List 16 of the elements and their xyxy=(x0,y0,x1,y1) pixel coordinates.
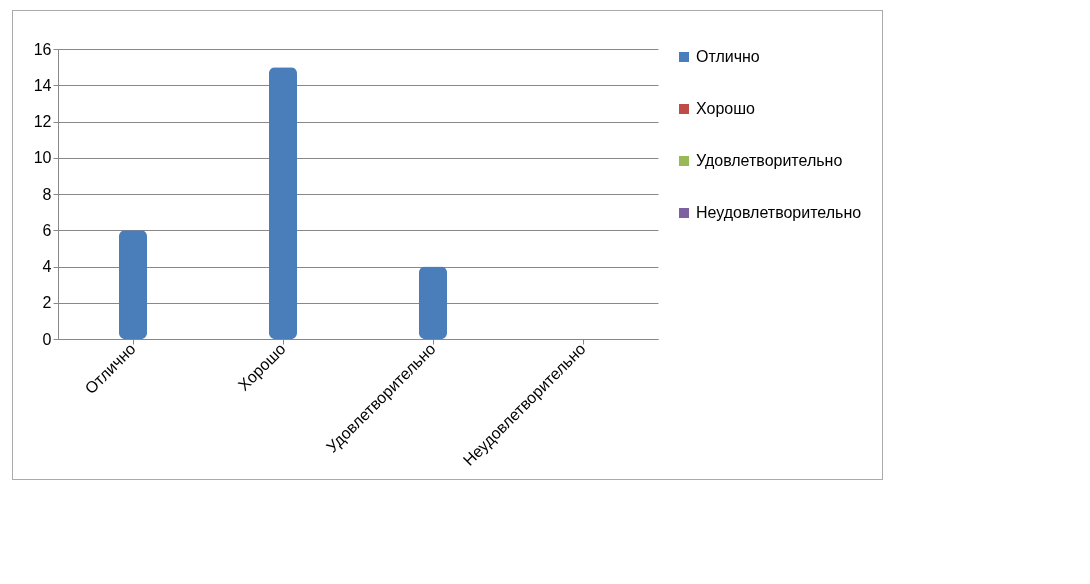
y-tick-label: 4 xyxy=(42,258,52,275)
y-tick-label: 8 xyxy=(42,185,52,203)
y-tick-label: 2 xyxy=(42,294,52,312)
legend-label: Удовлетворительно xyxy=(696,152,843,169)
legend-label: Хорошо xyxy=(696,100,756,117)
y-tick-label: 12 xyxy=(33,113,52,130)
y-tick-label: 10 xyxy=(33,149,52,167)
y-tick-label: 16 xyxy=(33,40,52,58)
y-tick-label: 6 xyxy=(42,221,52,239)
bar xyxy=(269,67,297,339)
legend-label: Неудовлетворительно xyxy=(696,204,862,221)
legend-label: Отлично xyxy=(696,48,760,65)
bar xyxy=(119,230,147,339)
y-tick-label: 14 xyxy=(33,76,52,94)
bar xyxy=(419,266,447,339)
y-tick-label: 0 xyxy=(42,330,52,348)
